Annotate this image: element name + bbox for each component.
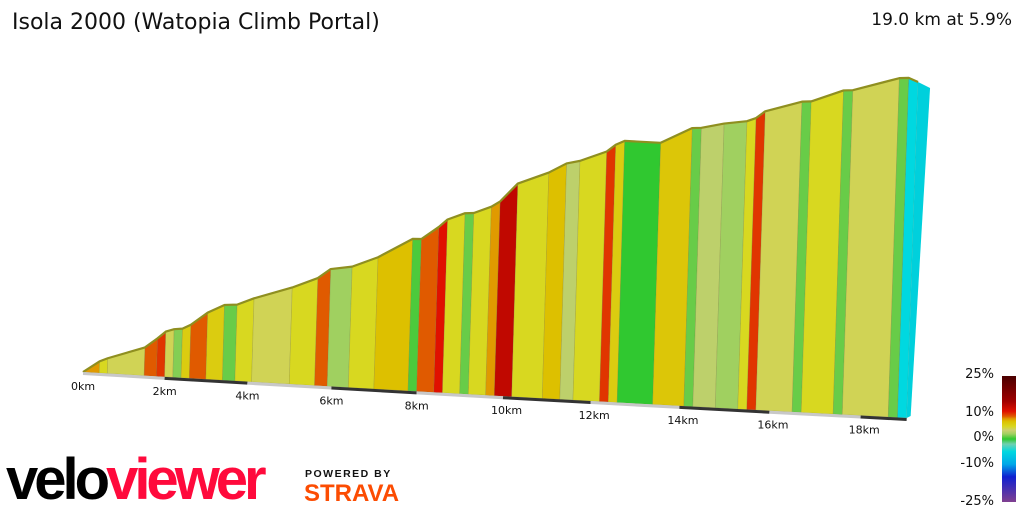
gradient-segment	[205, 304, 225, 381]
distance-axis-segment	[247, 381, 332, 390]
gradient-segment	[251, 287, 293, 385]
x-tick-label: 10km	[491, 404, 522, 417]
legend-label-25: 25%	[965, 367, 994, 382]
x-tick-label: 14km	[667, 414, 698, 427]
distance-axis-segment	[679, 405, 770, 414]
gradient-segment	[288, 277, 319, 386]
gradient-legend-bar	[1002, 376, 1016, 502]
gradient-segment	[348, 256, 379, 390]
distance-axis-segment	[769, 410, 861, 419]
distance-axis-segment	[164, 376, 248, 385]
gradient-segment	[164, 328, 175, 378]
gradient-segment	[326, 266, 353, 388]
logo-viewer-text: viewer	[106, 447, 267, 512]
logo-velo-text: velo	[6, 447, 110, 512]
x-tick-label: 0km	[71, 380, 95, 393]
gradient-segment	[222, 304, 238, 382]
powered-by-label: POWERED BY	[305, 468, 392, 480]
distance-axis-segment	[331, 386, 417, 395]
legend-label-minus10: -10%	[960, 456, 994, 471]
distance-axis-segment	[860, 415, 907, 421]
x-tick-label: 2km	[153, 385, 177, 398]
veloviewer-logo[interactable]: veloviewer	[6, 451, 267, 509]
gradient-segment	[234, 297, 255, 383]
legend-label-minus25: -25%	[960, 494, 994, 509]
distance-axis-segment	[416, 391, 504, 400]
x-tick-label: 6km	[319, 395, 343, 408]
x-tick-label: 12km	[579, 409, 610, 422]
legend-label-10: 10%	[965, 405, 994, 420]
gradient-segment	[107, 347, 146, 376]
climb-summary: 19.0 km at 5.9%	[871, 10, 1012, 30]
profile-top-edge	[82, 76, 919, 373]
legend-label-0: 0%	[973, 430, 994, 445]
distance-axis-segment	[502, 396, 591, 405]
x-tick-label: 8km	[405, 399, 429, 412]
distance-axis-segment	[590, 401, 680, 409]
x-tick-label: 18km	[849, 424, 880, 437]
x-tick-label: 4km	[235, 390, 259, 403]
profile-end-face	[906, 82, 931, 418]
strava-logo[interactable]: STRAVA	[304, 480, 400, 507]
distance-axis-segment	[82, 372, 165, 380]
climb-title: Isola 2000 (Watopia Climb Portal)	[12, 10, 380, 35]
x-tick-label: 16km	[757, 419, 788, 432]
gradient-segment	[373, 238, 414, 392]
